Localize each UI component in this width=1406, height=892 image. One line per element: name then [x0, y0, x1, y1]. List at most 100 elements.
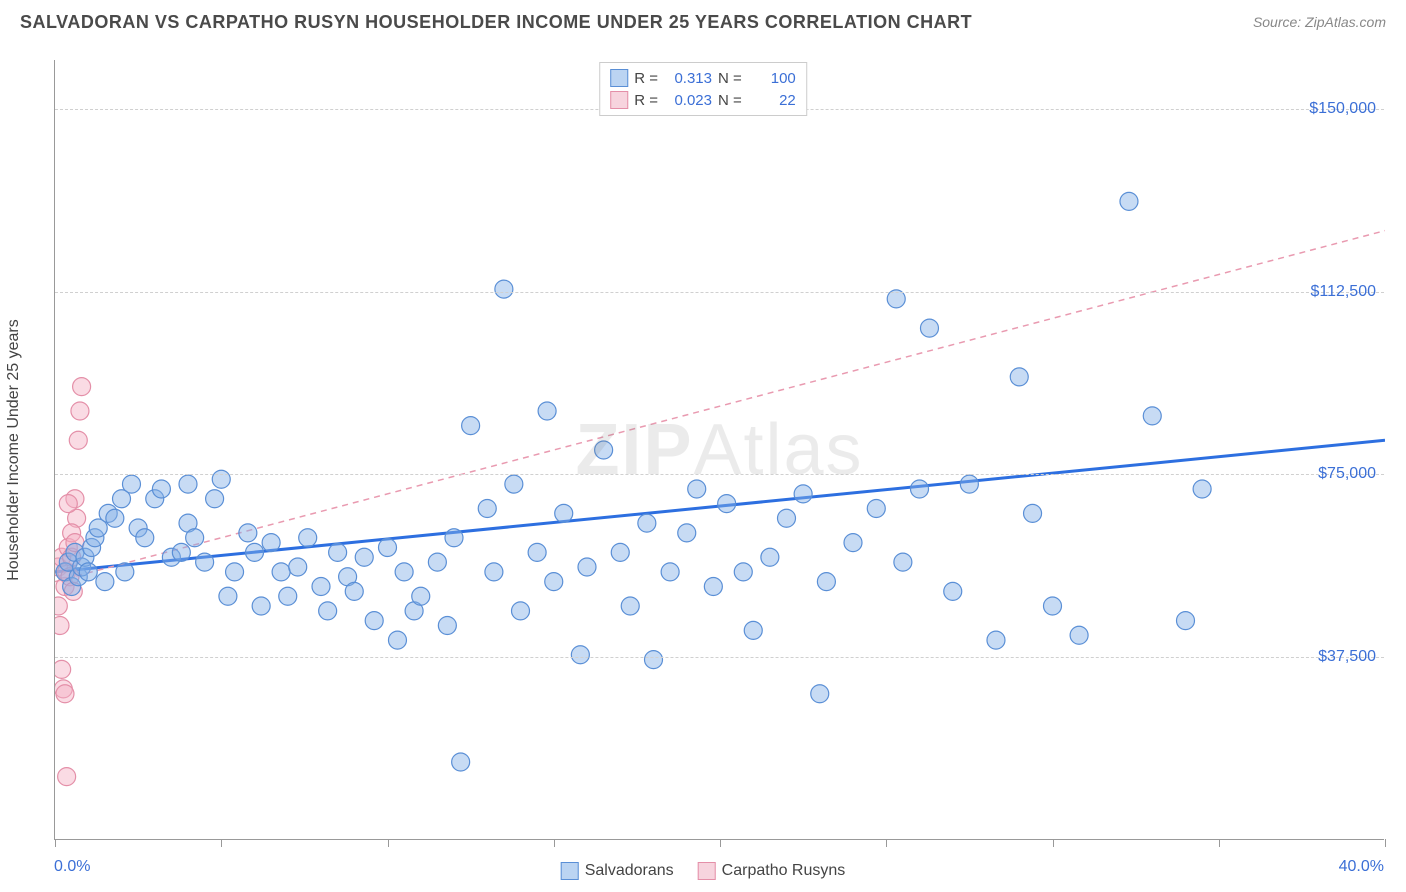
- y-tick-label: $150,000: [1309, 100, 1376, 118]
- scatter-point: [219, 587, 237, 605]
- gridline-h: [55, 657, 1384, 658]
- scatter-point: [71, 402, 89, 420]
- gridline-h: [55, 474, 1384, 475]
- legend-item-carpatho: Carpatho Rusyns: [698, 862, 846, 880]
- stats-legend-box: R = 0.313 N = 100 R = 0.023 N = 22: [599, 62, 807, 116]
- scatter-point: [106, 509, 124, 527]
- y-tick-label: $112,500: [1310, 283, 1376, 301]
- scatter-point: [761, 548, 779, 566]
- scatter-point: [811, 685, 829, 703]
- scatter-point: [844, 534, 862, 552]
- scatter-point: [55, 597, 67, 615]
- scatter-point: [319, 602, 337, 620]
- legend-label-1: Salvadorans: [585, 862, 674, 880]
- scatter-point: [73, 378, 91, 396]
- scatter-point: [512, 602, 530, 620]
- scatter-point: [960, 475, 978, 493]
- legend-bottom: Salvadorans Carpatho Rusyns: [561, 862, 846, 880]
- scatter-point: [987, 631, 1005, 649]
- scatter-point: [744, 621, 762, 639]
- scatter-point: [621, 597, 639, 615]
- scatter-point: [595, 441, 613, 459]
- scatter-point: [1044, 597, 1062, 615]
- x-tick-mark: [1053, 839, 1054, 847]
- scatter-point: [69, 431, 87, 449]
- stats-row-2: R = 0.023 N = 22: [610, 89, 796, 111]
- scatter-point: [778, 509, 796, 527]
- legend-item-salvadorans: Salvadorans: [561, 862, 674, 880]
- scatter-point: [79, 563, 97, 581]
- scatter-point: [56, 685, 74, 703]
- x-axis-min-label: 0.0%: [54, 858, 90, 876]
- x-tick-mark: [221, 839, 222, 847]
- scatter-point: [59, 495, 77, 513]
- scatter-point: [262, 534, 280, 552]
- scatter-point: [312, 578, 330, 596]
- scatter-point: [172, 543, 190, 561]
- scatter-point: [345, 582, 363, 600]
- scatter-point: [920, 319, 938, 337]
- stat-r-value-1: 0.313: [664, 70, 712, 87]
- scatter-point: [96, 573, 114, 591]
- scatter-point: [272, 563, 290, 581]
- scatter-point: [226, 563, 244, 581]
- scatter-point: [289, 558, 307, 576]
- scatter-point: [645, 651, 663, 669]
- chart-plot-area: $37,500$75,000$112,500$150,000 ZIPAtlas: [54, 60, 1384, 840]
- scatter-point: [1070, 626, 1088, 644]
- scatter-point: [1010, 368, 1028, 386]
- scatter-point: [944, 582, 962, 600]
- y-tick-label: $75,000: [1318, 465, 1376, 483]
- stat-r-value-2: 0.023: [664, 92, 712, 109]
- scatter-point: [212, 470, 230, 488]
- scatter-point: [438, 617, 456, 635]
- x-axis-max-label: 40.0%: [1339, 858, 1384, 876]
- x-tick-mark: [388, 839, 389, 847]
- scatter-point: [485, 563, 503, 581]
- gridline-h: [55, 292, 1384, 293]
- scatter-point: [365, 612, 383, 630]
- x-tick-mark: [1385, 839, 1386, 847]
- scatter-point: [545, 573, 563, 591]
- scatter-point: [704, 578, 722, 596]
- stat-n-value-1: 100: [748, 70, 796, 87]
- scatter-point: [638, 514, 656, 532]
- legend-swatch-pink-icon: [698, 862, 716, 880]
- scatter-point: [894, 553, 912, 571]
- swatch-blue-icon: [610, 69, 628, 87]
- scatter-point: [136, 529, 154, 547]
- scatter-point: [122, 475, 140, 493]
- scatter-point: [911, 480, 929, 498]
- scatter-point: [445, 529, 463, 547]
- stat-r-label: R =: [634, 70, 658, 87]
- scatter-point: [462, 417, 480, 435]
- scatter-point: [379, 539, 397, 557]
- scatter-point: [734, 563, 752, 581]
- scatter-point: [395, 563, 413, 581]
- x-tick-mark: [1219, 839, 1220, 847]
- stat-n-value-2: 22: [748, 92, 796, 109]
- scatter-point: [611, 543, 629, 561]
- scatter-point: [428, 553, 446, 571]
- scatter-point: [867, 500, 885, 518]
- scatter-point: [412, 587, 430, 605]
- x-tick-mark: [886, 839, 887, 847]
- scatter-point: [179, 475, 197, 493]
- scatter-point: [299, 529, 317, 547]
- scatter-point: [186, 529, 204, 547]
- scatter-point: [1177, 612, 1195, 630]
- x-tick-mark: [720, 839, 721, 847]
- scatter-point: [1024, 504, 1042, 522]
- scatter-point: [206, 490, 224, 508]
- scatter-point: [817, 573, 835, 591]
- scatter-point: [538, 402, 556, 420]
- source-label: Source: ZipAtlas.com: [1253, 14, 1386, 30]
- scatter-point: [196, 553, 214, 571]
- stats-row-1: R = 0.313 N = 100: [610, 67, 796, 89]
- scatter-point: [252, 597, 270, 615]
- scatter-point: [279, 587, 297, 605]
- scatter-point: [794, 485, 812, 503]
- y-axis-label: Householder Income Under 25 years: [5, 319, 23, 580]
- scatter-point: [555, 504, 573, 522]
- scatter-point: [1120, 192, 1138, 210]
